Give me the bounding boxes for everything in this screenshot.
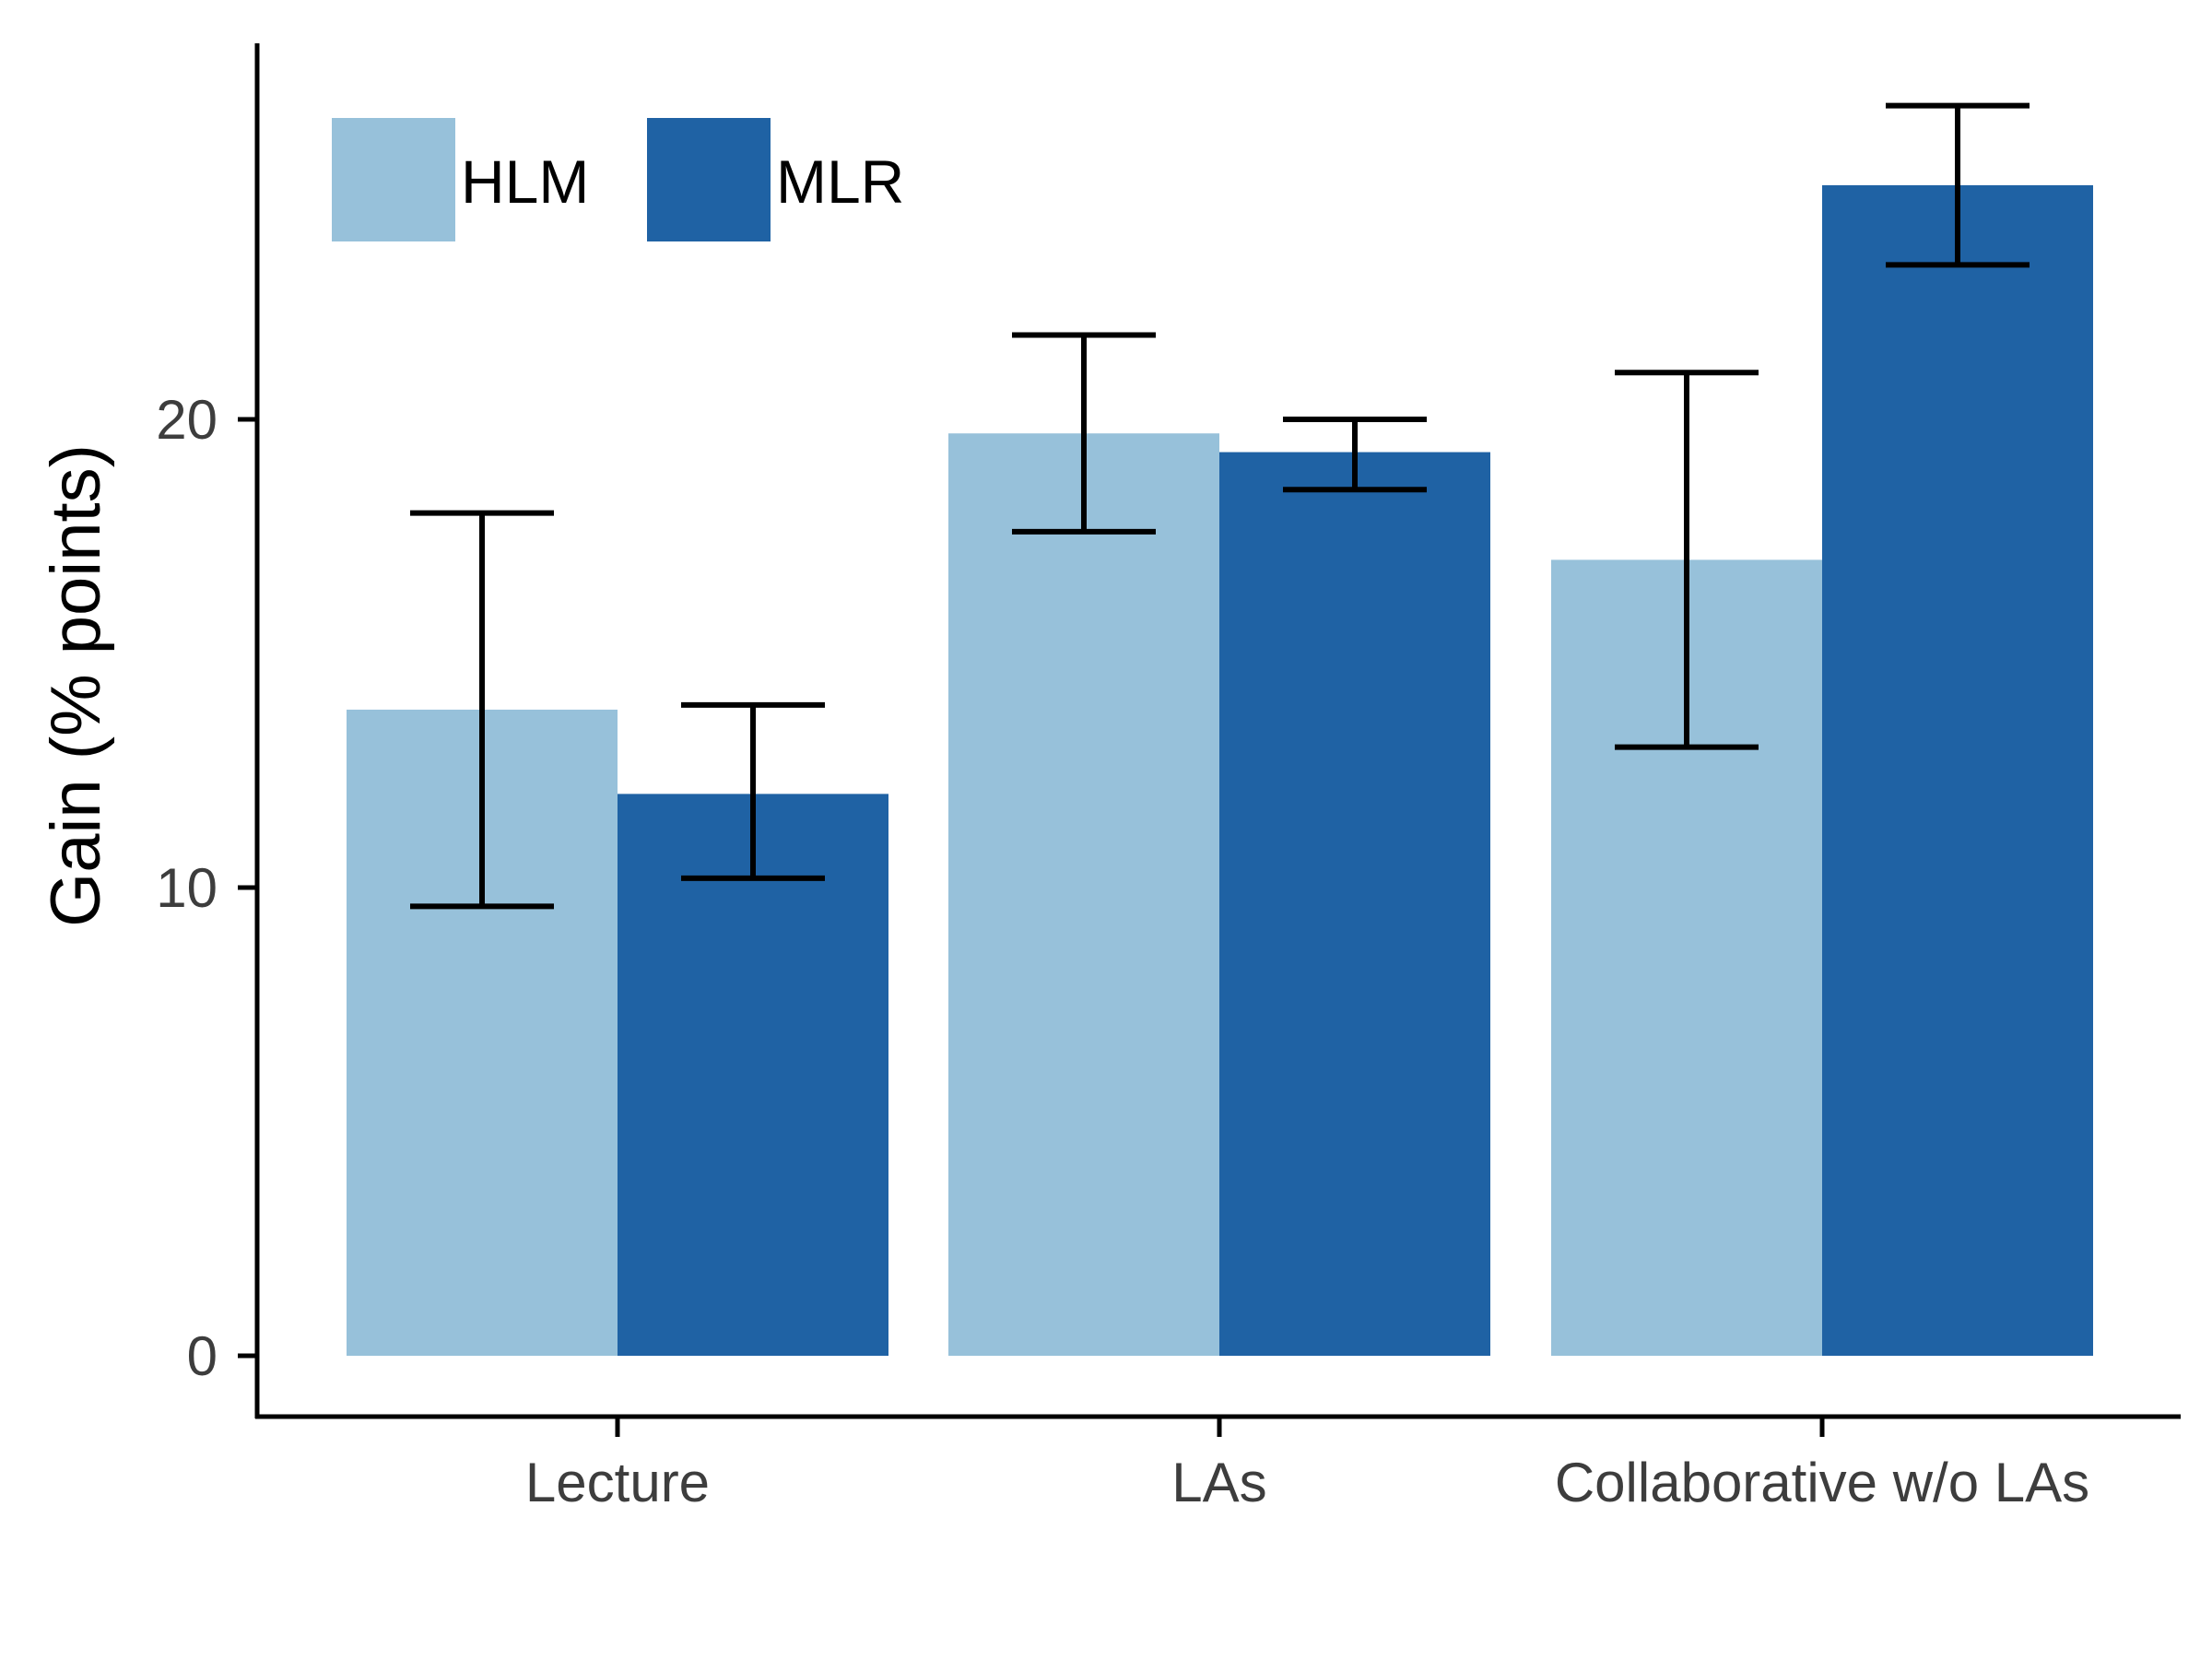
ticks-layer: 0 10 20 Lecture LAs Collaborative w/o LAs	[156, 389, 2089, 1513]
error-bar-hlm-2	[1615, 370, 1759, 750]
bar-mlr-2	[1822, 185, 2093, 1356]
error-bar-mlr-1	[1283, 417, 1427, 493]
bar-mlr-1	[1219, 452, 1490, 1356]
legend-swatch	[647, 118, 771, 241]
legend-item-hlm: HLM	[332, 118, 589, 241]
y-tick-label-1: 10	[156, 857, 218, 919]
y-tick-label-0: 0	[187, 1325, 218, 1387]
error-bar-mlr-2	[1886, 102, 2030, 268]
error-bar-mlr-0	[681, 701, 825, 881]
bars-layer	[347, 185, 2093, 1356]
error-bar-hlm-0	[410, 510, 554, 910]
legend-label: MLR	[776, 147, 904, 216]
bar-mlr-0	[618, 794, 888, 1356]
x-tick-label-1: LAs	[1171, 1452, 1266, 1513]
x-tick-label-2: Collaborative w/o LAs	[1555, 1452, 2089, 1513]
bar-hlm-1	[948, 433, 1219, 1356]
x-tick-label-0: Lecture	[525, 1452, 710, 1513]
legend: HLM MLR	[332, 118, 904, 241]
y-axis-title: Gain (% points)	[37, 444, 115, 927]
y-tick-label-2: 20	[156, 389, 218, 451]
legend-label: HLM	[461, 147, 589, 216]
error-bars-layer	[410, 102, 2030, 910]
error-bar-hlm-1	[1012, 332, 1156, 535]
legend-swatch	[332, 118, 455, 241]
legend-item-mlr: MLR	[647, 118, 904, 241]
